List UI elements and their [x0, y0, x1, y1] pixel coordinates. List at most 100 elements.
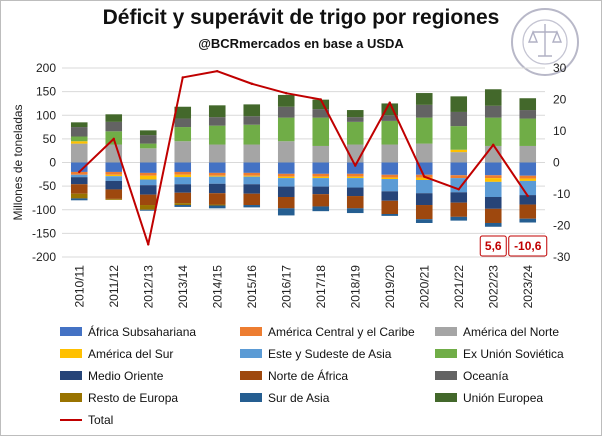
- bar-segment: [243, 144, 261, 163]
- chart-subtitle: @BCRmercados en base a USDA: [198, 36, 404, 51]
- legend-swatch: [60, 327, 82, 336]
- bar-segment: [174, 184, 192, 193]
- bar-segment: [312, 206, 330, 212]
- y-tick-label: 150: [36, 85, 56, 99]
- bar-segment: [174, 127, 192, 142]
- bar-segment: [484, 175, 502, 179]
- x-tick-label: 2023/24: [521, 265, 535, 309]
- bar-segment: [484, 208, 502, 223]
- bar-segment: [450, 111, 468, 127]
- legend-swatch: [240, 349, 262, 358]
- total-point: [319, 98, 322, 101]
- legend-label: Norte de África: [268, 369, 349, 383]
- total-point: [250, 82, 253, 85]
- x-tick-label: 2010/11: [72, 265, 86, 308]
- x-tick-label: 2020/21: [417, 265, 431, 309]
- bar-segment: [139, 172, 157, 176]
- bar-segment: [208, 183, 226, 194]
- y2-tick-label: -20: [553, 219, 571, 233]
- bar-segment: [415, 179, 433, 194]
- legend-swatch: [435, 327, 457, 336]
- y2-tick-label: 0: [553, 156, 560, 170]
- bar-segment: [381, 115, 399, 121]
- bar-segment: [277, 162, 295, 174]
- legend-label: Resto de Europa: [88, 391, 179, 405]
- bar-segment: [174, 203, 192, 206]
- x-tick-label: 2013/14: [176, 265, 190, 309]
- bar-segment: [174, 171, 192, 175]
- legend-swatch: [60, 419, 82, 421]
- bar-segment: [105, 176, 123, 181]
- bar-segment: [139, 209, 157, 211]
- total-point: [147, 243, 150, 246]
- y-tick-label: 50: [43, 132, 57, 146]
- bar-segment: [70, 122, 88, 128]
- bar-segment: [277, 173, 295, 177]
- legend-label: África Subsahariana: [88, 325, 197, 339]
- y2-tick-label: -30: [553, 250, 571, 264]
- bar-segment: [208, 105, 226, 118]
- bar-segment: [70, 171, 88, 175]
- data-label: -10,6: [514, 239, 542, 253]
- y2-tick-label: 20: [553, 93, 567, 107]
- chart-title: Déficit y superávit de trigo por regione…: [102, 6, 500, 29]
- bar-segment: [346, 162, 364, 174]
- y2-tick-label: 30: [553, 61, 567, 75]
- bar-segment: [243, 116, 261, 125]
- bar-segment: [105, 171, 123, 175]
- bar-segment: [139, 135, 157, 144]
- bar-segment: [484, 117, 502, 146]
- bar-segment: [450, 192, 468, 203]
- bar-segment: [346, 208, 364, 214]
- bar-segment: [381, 162, 399, 175]
- bar-segment: [346, 121, 364, 145]
- bar-segment: [208, 144, 226, 163]
- legend-label: América del Sur: [88, 347, 174, 361]
- y-tick-label: 100: [36, 108, 56, 122]
- bar-segment: [70, 174, 88, 178]
- data-label-box: [508, 235, 548, 257]
- bar-segment: [312, 178, 330, 187]
- bar-segment: [415, 117, 433, 144]
- total-point: [78, 170, 81, 174]
- y-tick-label: -150: [32, 226, 56, 240]
- y-tick-label: 200: [36, 61, 56, 75]
- bar-segment: [277, 94, 295, 107]
- legend-label: Medio Oriente: [88, 369, 164, 383]
- total-point: [181, 76, 184, 79]
- bar-segment: [450, 216, 468, 221]
- bar-segment: [312, 99, 330, 110]
- bar-segment: [519, 162, 537, 176]
- bar-segment: [105, 162, 123, 172]
- legend-swatch: [240, 393, 262, 402]
- bar-segment: [381, 214, 399, 216]
- bar-segment: [519, 118, 537, 146]
- legend-label: Sur de Asia: [268, 391, 330, 405]
- bar-segment: [450, 149, 468, 153]
- bar-segment: [519, 180, 537, 196]
- bar-segment: [277, 208, 295, 216]
- bar-segment: [415, 93, 433, 105]
- bar-segment: [312, 109, 330, 118]
- bar-segment: [70, 127, 88, 137]
- bar-segment: [519, 98, 537, 111]
- bar-segment: [208, 162, 226, 173]
- y-tick-label: -200: [32, 250, 56, 264]
- bar-segment: [174, 118, 192, 128]
- bar-segment: [174, 192, 192, 204]
- legend-label: América del Norte: [463, 325, 560, 339]
- legend-label: Este y Sudeste de Asia: [268, 347, 392, 361]
- x-tick-label: 2012/13: [141, 265, 155, 309]
- bar-segment: [174, 177, 192, 185]
- legend-label: Unión Europea: [463, 391, 544, 405]
- bar-segment: [174, 141, 192, 163]
- bar-segment: [208, 204, 226, 206]
- bar-segment: [519, 175, 537, 179]
- bar-segment: [174, 174, 192, 178]
- bar-segment: [346, 173, 364, 177]
- bar-segment: [415, 104, 433, 118]
- bar-segment: [519, 178, 537, 181]
- x-tick-label: 2018/19: [348, 265, 362, 309]
- y-tick-label: -50: [39, 179, 57, 193]
- bar-segment: [70, 198, 88, 201]
